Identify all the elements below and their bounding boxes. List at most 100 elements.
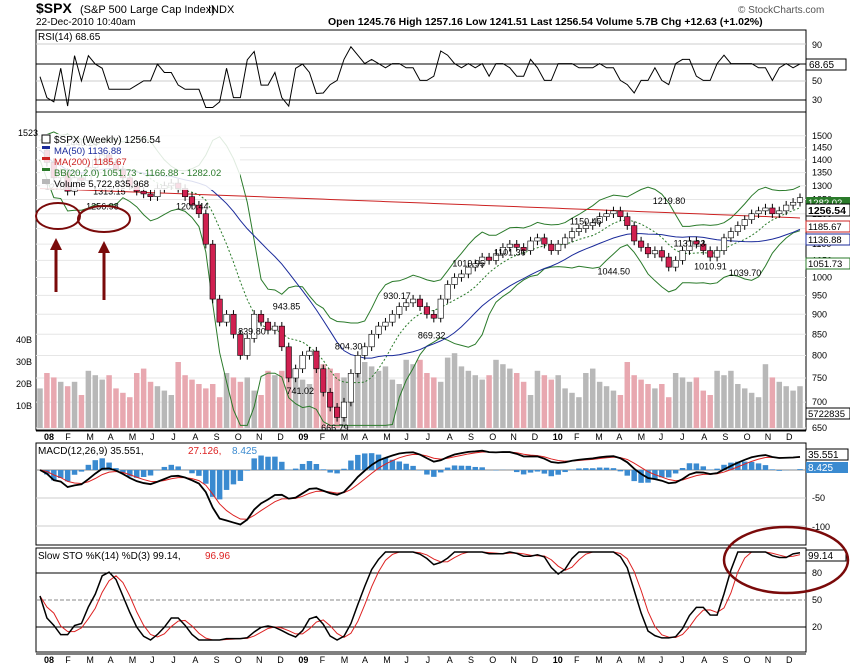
- candle-body: [410, 298, 417, 304]
- x-axis-label: J: [404, 432, 409, 442]
- volume-bar: [244, 377, 251, 428]
- macd-hist-bar: [665, 470, 672, 478]
- price-annotation: 1010.91: [694, 262, 727, 272]
- price-axis-label: 750: [812, 373, 827, 383]
- x-axis-label: A: [362, 432, 368, 442]
- x-axis-label: O: [744, 432, 751, 442]
- candle-body: [251, 313, 258, 339]
- rsi-axis-90: 90: [812, 40, 822, 50]
- candle-body: [748, 213, 755, 220]
- volume-bar: [652, 388, 658, 428]
- x-axis-label: 08: [44, 655, 54, 665]
- x-axis-label: D: [786, 655, 793, 665]
- candle-body: [679, 250, 686, 261]
- x-axis-label: 09: [298, 432, 308, 442]
- candle-body: [264, 321, 272, 331]
- candle-body: [334, 406, 341, 418]
- volume-bar: [196, 384, 202, 428]
- macd-hist-bar: [389, 459, 396, 470]
- candle-body: [527, 240, 534, 251]
- macd-hist-bar: [679, 468, 686, 470]
- volume-bar: [797, 386, 803, 428]
- candle-body: [195, 204, 202, 215]
- x-axis-label: A: [192, 655, 198, 665]
- candle-body: [437, 298, 444, 319]
- price-axis-label: 1000: [812, 272, 832, 282]
- sto-k-line: [39, 551, 801, 641]
- macd-hist-bar: [120, 470, 126, 473]
- volume-bar: [285, 370, 292, 428]
- macd-hist-bar: [562, 470, 568, 473]
- volume-bar: [762, 364, 769, 428]
- volume-bar: [44, 373, 50, 428]
- volume-bar: [596, 381, 603, 428]
- x-axis-label: M: [129, 655, 137, 665]
- candle-body: [769, 207, 776, 215]
- volume-bar: [403, 359, 409, 428]
- macd-hist-bar: [431, 470, 437, 477]
- macd-hist-bar: [251, 458, 257, 470]
- candle-body: [693, 240, 700, 245]
- macd-hist-bar: [748, 461, 755, 470]
- candle-body: [361, 346, 368, 356]
- volume-bar: [589, 368, 596, 428]
- candle-body: [499, 247, 506, 255]
- x-axis-label: N: [256, 432, 263, 442]
- rsi-line: [39, 45, 801, 108]
- macd-hist-bar: [513, 470, 520, 473]
- volume-bar: [272, 375, 278, 428]
- volume-bar: [168, 395, 175, 428]
- macd-axis-50: -50: [812, 493, 825, 503]
- volume-bar: [541, 375, 548, 428]
- arrow-up-icon: [98, 241, 110, 300]
- candle-body: [292, 368, 299, 379]
- date-label: 22-Dec-2010 10:40am: [36, 17, 136, 28]
- candle-body: [188, 196, 196, 206]
- symbol-name: (S&P 500 Large Cap Index): [80, 4, 215, 16]
- ma200-tag: 1185.67: [808, 222, 842, 233]
- brand-label: © StockCharts.com: [738, 5, 824, 16]
- candle-body: [416, 298, 424, 307]
- price-axis-label: 1450: [812, 143, 832, 153]
- x-axis-label: D: [277, 432, 284, 442]
- candle-body: [237, 333, 244, 356]
- macd-hist-bar: [755, 463, 762, 470]
- volume-bar: [624, 362, 631, 428]
- x-axis-label: S: [468, 655, 474, 665]
- macd-hist-bar: [659, 470, 665, 478]
- macd-hist-bar: [410, 465, 416, 470]
- volume-bar: [527, 395, 534, 428]
- candle-body: [624, 216, 631, 226]
- candle-body: [776, 210, 783, 215]
- circle-annotation-1256: [77, 205, 131, 233]
- macd-hist-bar: [638, 470, 644, 483]
- candle-body: [258, 313, 265, 323]
- volume-bar: [444, 357, 451, 428]
- x-axis-label: N: [765, 655, 772, 665]
- price-annotation: 943.85: [273, 302, 301, 312]
- candle-body: [486, 256, 493, 261]
- x-axis-label: O: [235, 655, 242, 665]
- price-annotation: 741.02: [287, 386, 315, 396]
- volume-bar: [389, 379, 396, 428]
- macd-hist-bar: [113, 468, 119, 470]
- macd-hist-bar: [797, 469, 803, 470]
- volume-bar: [230, 377, 237, 428]
- x-axis-label: S: [214, 655, 220, 665]
- volume-axis-label: 30B: [16, 357, 32, 367]
- macd-hist-bar: [444, 467, 451, 470]
- price-annotation: 804.30: [335, 342, 363, 352]
- price-right-tags: 1282.02 1256.54 1185.67 1136.88 1051.73 …: [805, 197, 850, 420]
- macd-hist-bar: [451, 465, 458, 470]
- candle-body: [686, 240, 693, 251]
- price-annotation: 1039.70: [729, 268, 762, 278]
- candle-body: [354, 355, 361, 374]
- candle-body: [458, 273, 465, 278]
- candle-body: [617, 210, 624, 217]
- candle-body: [548, 243, 555, 251]
- x-axis-label: J: [150, 432, 155, 442]
- volume-bar: [279, 370, 285, 428]
- x-axis-label: M: [383, 432, 391, 442]
- macd-label: MACD(12,26,9) 35.551,: [38, 446, 144, 457]
- price-annotation: 1150.45: [570, 216, 602, 226]
